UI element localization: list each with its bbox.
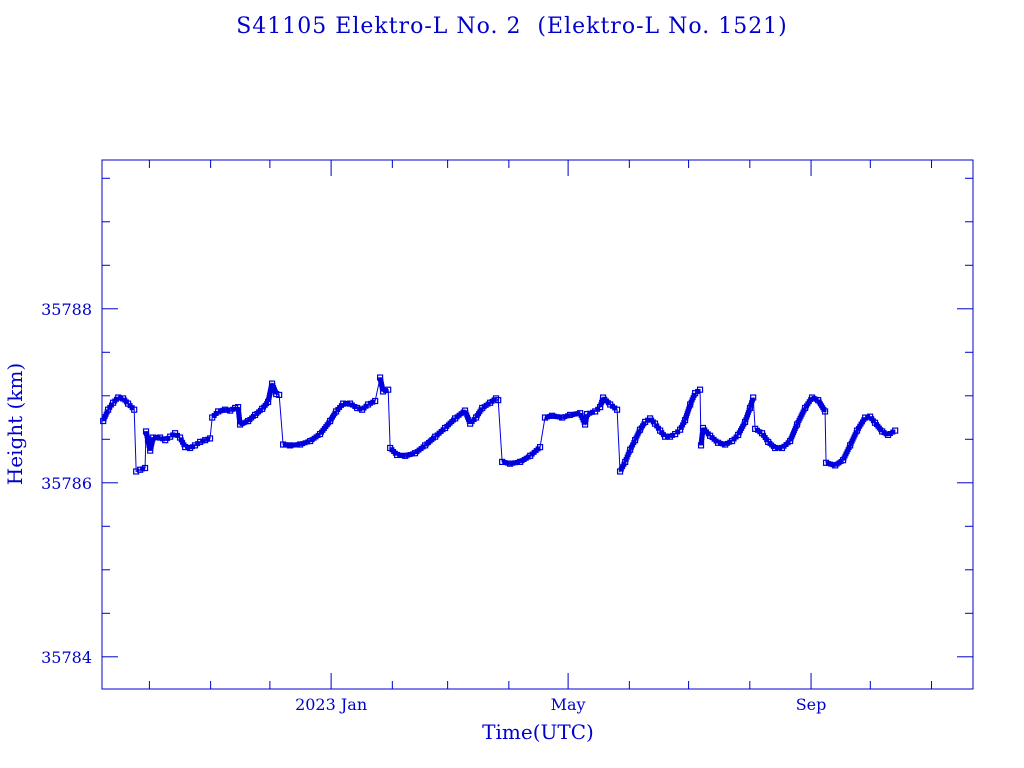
data-marker <box>613 406 621 413</box>
data-marker <box>141 464 149 472</box>
y-axis-title: Height (km) <box>3 363 27 485</box>
data-marker <box>696 386 704 393</box>
y-tick-label: 35786 <box>41 474 92 493</box>
data-marker <box>397 452 403 458</box>
data-marker <box>892 427 899 434</box>
data-marker <box>292 442 298 448</box>
data-marker <box>536 444 544 451</box>
y-tick-label: 35784 <box>41 648 92 667</box>
x-axis-title: Time(UTC) <box>482 720 594 744</box>
data-marker <box>133 468 140 475</box>
data-marker <box>300 441 306 447</box>
data-marker <box>750 394 757 401</box>
x-tick-label: 2023 Jan <box>295 695 367 714</box>
data-marker <box>276 391 283 399</box>
data-marker <box>512 460 518 466</box>
data-marker <box>650 419 656 425</box>
data-marker <box>570 411 576 417</box>
data-marker <box>562 414 568 420</box>
data-marker <box>821 408 829 415</box>
data-marker <box>821 407 827 413</box>
data-marker <box>302 440 308 446</box>
series-line <box>102 377 896 474</box>
plot-frame <box>101 159 974 690</box>
data-marker <box>113 396 119 402</box>
data-marker <box>326 420 332 426</box>
data-marker <box>587 410 593 416</box>
data-marker <box>510 460 516 466</box>
data-marker <box>748 402 754 408</box>
data-marker <box>372 397 379 405</box>
data-marker <box>605 400 611 406</box>
data-marker <box>250 413 256 419</box>
data-marker <box>431 435 437 441</box>
data-marker <box>131 406 138 413</box>
data-marker <box>146 440 152 446</box>
data-marker <box>123 399 129 405</box>
data-marker <box>290 442 296 448</box>
data-marker <box>878 427 884 433</box>
data-marker <box>554 414 560 420</box>
data-marker <box>552 413 558 419</box>
y-tick-label: 35788 <box>41 300 92 319</box>
data-marker <box>572 411 578 417</box>
data-marker <box>392 450 398 456</box>
data-marker <box>257 407 263 413</box>
data-marker <box>502 459 508 465</box>
x-tick-label: May <box>551 695 586 714</box>
data-marker <box>583 419 589 425</box>
data-marker <box>583 416 589 422</box>
data-marker <box>206 435 214 442</box>
data-marker <box>450 417 456 423</box>
data-marker <box>264 401 270 407</box>
data-marker <box>385 386 392 393</box>
chart-title: S41105 Elektro-L No. 2 (Elektro-L No. 15… <box>236 14 788 39</box>
x-tick-label: Sep <box>796 695 827 714</box>
data-marker <box>770 443 776 449</box>
data-marker <box>495 397 502 404</box>
data-marker <box>749 400 755 406</box>
